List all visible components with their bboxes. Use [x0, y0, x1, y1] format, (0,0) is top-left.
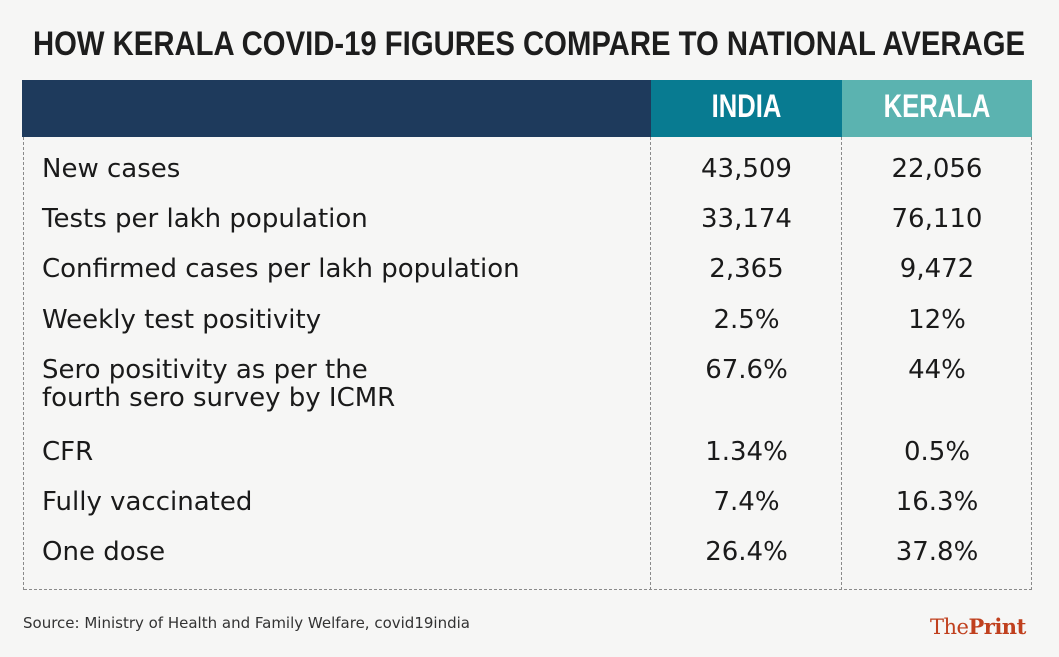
header-kerala-label: KERALA	[883, 88, 991, 124]
india-value: 26.4%	[705, 537, 788, 567]
row-label: Fully vaccinated	[42, 487, 253, 517]
india-value: 67.6%	[705, 355, 788, 385]
kerala-value: 44%	[908, 355, 966, 385]
india-value: 43,509	[701, 154, 792, 184]
table-border-bottom	[24, 589, 1032, 590]
row-label: One dose	[42, 537, 166, 567]
row-label-line2: fourth sero survey by ICMR	[42, 383, 396, 413]
row-label: Tests per lakh population	[42, 204, 368, 234]
theprint-logo: ThePrint	[930, 614, 1026, 639]
table-border-right	[1031, 137, 1032, 590]
india-value: 33,174	[701, 204, 792, 234]
india-value: 7.4%	[713, 487, 780, 517]
source-note: Source: Ministry of Health and Family We…	[23, 614, 470, 632]
row-label: New cases	[42, 154, 181, 184]
table-border-left	[23, 137, 24, 590]
india-value: 2.5%	[713, 305, 780, 335]
header-kerala: KERALA	[842, 80, 1032, 137]
kerala-value: 12%	[908, 305, 966, 335]
chart-title: HOW KERALA COVID-19 FIGURES COMPARE TO N…	[33, 25, 1025, 63]
kerala-value: 37.8%	[895, 537, 979, 567]
row-label: CFR	[42, 437, 94, 467]
kerala-value: 9,472	[899, 254, 975, 284]
header-blank-cell	[22, 80, 651, 137]
logo-part2: Print	[968, 614, 1026, 639]
kerala-value: 16.3%	[895, 487, 979, 517]
india-value: 2,365	[709, 254, 784, 284]
header-india: INDIA	[651, 80, 842, 137]
row-label: Weekly test positivity	[42, 305, 322, 335]
india-value: 1.34%	[705, 437, 788, 467]
kerala-value: 76,110	[891, 204, 983, 234]
header-india-label: INDIA	[711, 88, 782, 124]
column-divider	[841, 137, 842, 590]
kerala-value: 0.5%	[903, 437, 971, 467]
kerala-value: 22,056	[891, 154, 983, 184]
column-divider	[650, 137, 651, 590]
row-label: Confirmed cases per lakh population	[42, 254, 520, 284]
row-label: Sero positivity as per the	[42, 355, 368, 385]
logo-part1: The	[930, 615, 969, 639]
